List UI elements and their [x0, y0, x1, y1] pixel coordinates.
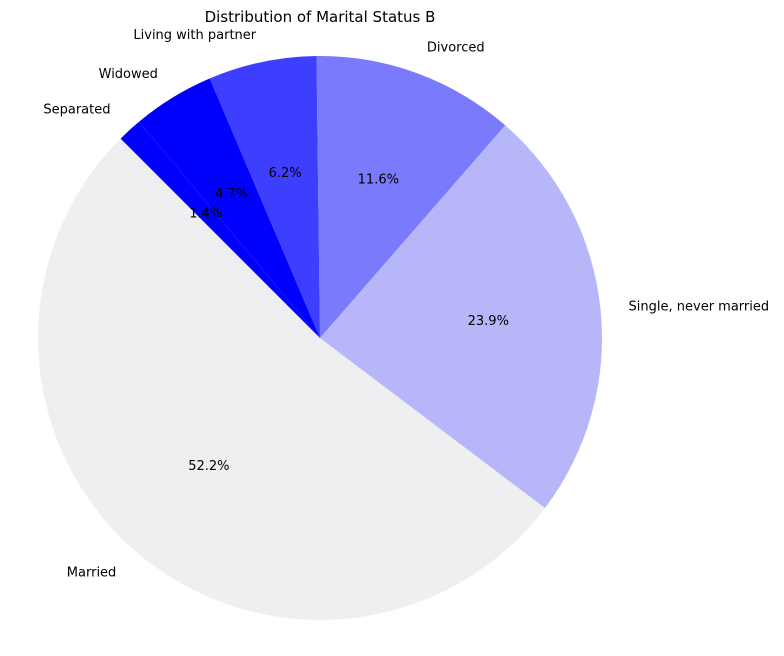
- pct-label-living-with-partner: 6.2%: [269, 166, 302, 181]
- category-label-widowed: Widowed: [99, 67, 158, 82]
- pie-labels: 52.2% Married 23.9% Single, never married 11…: [43, 28, 769, 581]
- category-label-married: Married: [67, 565, 117, 580]
- slice-divorced: [316, 56, 506, 339]
- pct-label-widowed: 4.7%: [215, 187, 248, 202]
- category-label-divorced: Divorced: [427, 40, 485, 55]
- slice-widowed: [138, 78, 320, 338]
- pct-label-married: 52.2%: [188, 459, 229, 474]
- pie-slices: [37, 56, 602, 621]
- slice-separated: [120, 121, 320, 338]
- category-label-living-with-partner: Living with partner: [133, 28, 256, 43]
- pct-label-separated: 1.4%: [189, 207, 222, 222]
- slice-married: [37, 138, 545, 621]
- category-label-separated: Separated: [43, 103, 110, 118]
- slice-living-with-partner: [209, 56, 320, 338]
- category-label-single-never-married: Single, never married: [629, 299, 770, 314]
- chart-title: Distribution of Marital Status B: [205, 8, 436, 26]
- pct-label-single-never-married: 23.9%: [468, 314, 509, 329]
- pct-label-divorced: 11.6%: [358, 173, 399, 188]
- slice-single-never-married: [320, 125, 602, 509]
